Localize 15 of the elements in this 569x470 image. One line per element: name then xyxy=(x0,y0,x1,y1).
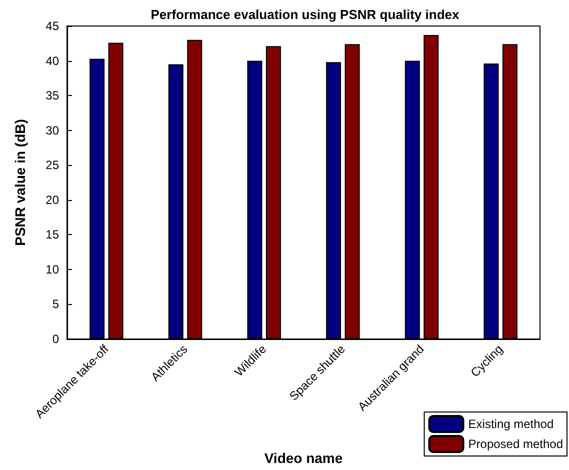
y-tick-label: 5 xyxy=(52,297,60,312)
y-tick-label: 25 xyxy=(46,158,60,172)
y-tick-label: 20 xyxy=(46,192,60,207)
x-axis-title: Video name xyxy=(264,450,343,466)
legend-label: Proposed method xyxy=(468,437,564,451)
legend-label: Existing method xyxy=(468,417,554,431)
y-tick-label: 10 xyxy=(46,262,60,276)
chart-title: Performance evaluation using PSNR quality index xyxy=(150,7,460,22)
y-tick-label: 45 xyxy=(46,19,60,33)
y-tick-label: 40 xyxy=(46,54,60,68)
y-tick-label: 15 xyxy=(46,228,60,242)
y-tick-label: 0 xyxy=(52,332,60,346)
y-tick-label: 30 xyxy=(46,123,60,138)
y-tick-label: 35 xyxy=(46,88,60,103)
y-axis-title: PSNR value in (dB) xyxy=(12,119,28,246)
